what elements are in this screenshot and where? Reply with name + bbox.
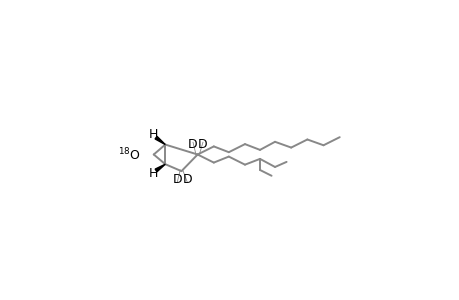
Text: D: D	[182, 173, 192, 186]
Text: D: D	[188, 138, 197, 151]
Polygon shape	[155, 164, 165, 172]
Text: $^{18}$O: $^{18}$O	[118, 146, 141, 163]
Text: D: D	[198, 138, 207, 151]
Text: H: H	[148, 128, 157, 141]
Polygon shape	[155, 136, 165, 145]
Text: H: H	[148, 167, 157, 180]
Text: D: D	[172, 173, 182, 186]
